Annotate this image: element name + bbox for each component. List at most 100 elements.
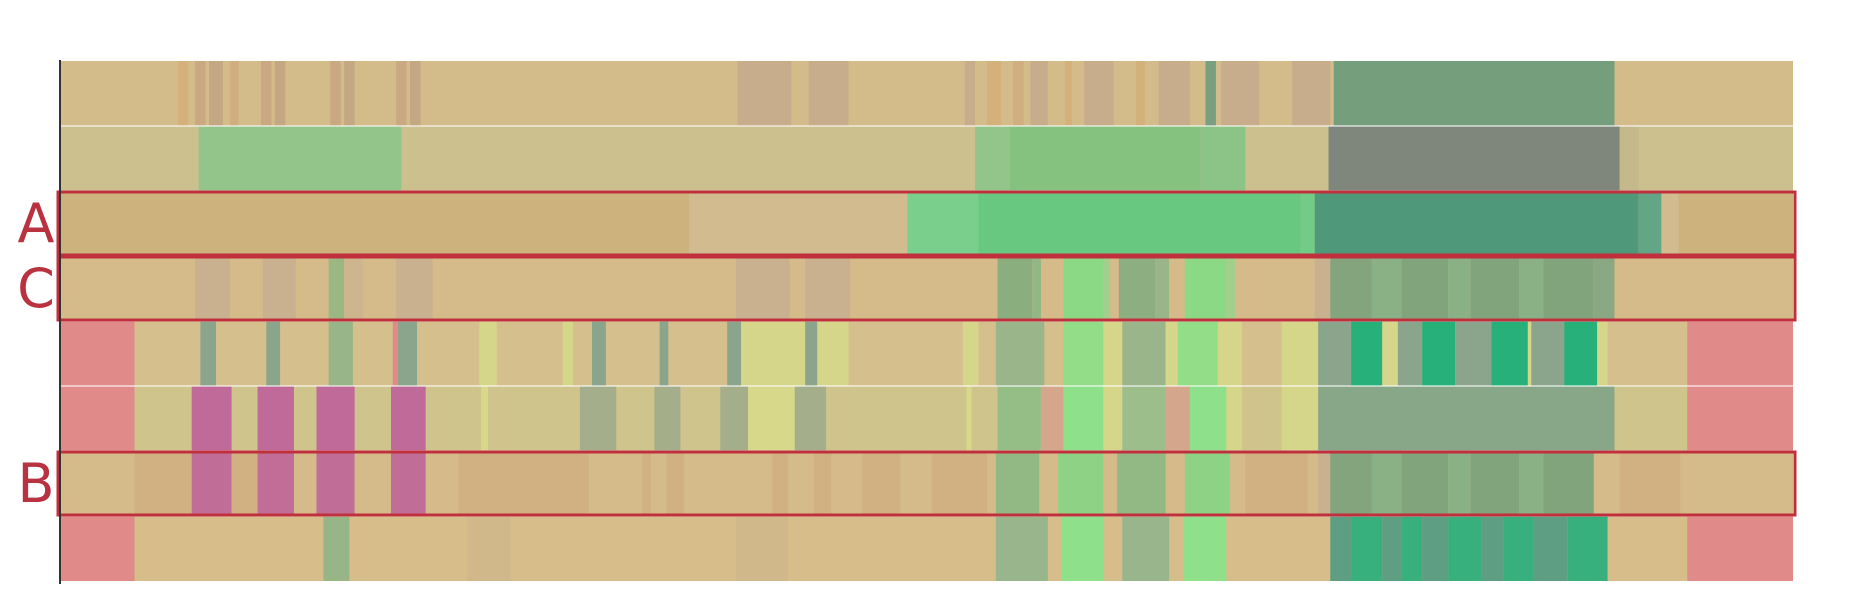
- heatmap-cell-r5-s13: [1040, 386, 1064, 451]
- heatmap-cell-r4-s12: [805, 321, 818, 386]
- heatmap-cell-r7-s1: [323, 516, 350, 581]
- heatmap-cell-r0-s14: [1013, 61, 1024, 126]
- heatmap-cell-r1-s4: [1328, 126, 1620, 191]
- heatmap-cell-r4-s21: [1217, 321, 1242, 386]
- heatmap-cell-r0-s5: [274, 61, 286, 126]
- heatmap-cell-r0-s22: [1292, 61, 1331, 126]
- heatmap-cell-r6-s2: [231, 451, 258, 516]
- heatmap-cell-r2-s0: [60, 191, 690, 256]
- heatmap-cell-r6-s1: [191, 451, 232, 516]
- heatmap-cell-r5-s1: [191, 386, 232, 451]
- heatmap-cell-r0-s7: [344, 61, 355, 126]
- heatmap-cell-r4-s3: [328, 321, 353, 386]
- heatmap-cell-r6-s4: [316, 451, 355, 516]
- heatmap-cell-r7-s14: [1481, 516, 1504, 581]
- heatmap-cell-r6-s17: [1245, 451, 1308, 516]
- heatmap-cell-r7-s9: [1351, 516, 1383, 581]
- heatmap-cell-r7-s13: [1448, 516, 1482, 581]
- heatmap-cell-r4-s24: [1351, 321, 1383, 386]
- heatmap-cell-r4-s8: [592, 321, 606, 386]
- heatmap-cell-r3-s19: [1448, 256, 1471, 321]
- heatmap-cell-r5-s16: [1122, 386, 1166, 451]
- heatmap-cell-r0-s16: [1065, 61, 1073, 126]
- heatmap-cell-r7-s11: [1401, 516, 1423, 581]
- heatmap-cell-r6-s19: [1330, 451, 1372, 516]
- heatmap-cell-r3-s8: [1032, 256, 1041, 321]
- heatmap-cell-r5-s20: [1281, 386, 1319, 451]
- heatmap-cell-r1-s3: [1200, 126, 1246, 191]
- row-highlight-box-6: [56, 450, 1797, 517]
- heatmap-cell-r6-s18: [1318, 451, 1331, 516]
- heatmap-cell-r4-s26: [1397, 321, 1423, 386]
- heatmap-cell-r7-s3: [735, 516, 788, 581]
- heatmap-cell-r4-s4: [392, 321, 398, 386]
- heatmap-cell-r3-s3: [344, 256, 364, 321]
- heatmap-cell-r5-s12: [997, 386, 1041, 451]
- heatmap-cell-r6-s22: [1448, 451, 1471, 516]
- row-highlights: [56, 190, 1797, 517]
- heatmap-cell-r4-s5: [397, 321, 417, 386]
- heatmap-cell-r4-s2: [266, 321, 281, 386]
- heatmap-cell-r4-s19: [1165, 321, 1178, 386]
- heatmap-cell-r0-s1: [195, 61, 206, 126]
- heatmap-cell-r6-s8: [666, 451, 684, 516]
- heatmap-cell-r0-s20: [1205, 61, 1216, 126]
- heatmap-cell-r3-s17: [1371, 256, 1402, 321]
- heatmap-cell-r4-s18: [1122, 321, 1166, 386]
- heatmap-cell-r6-s13: [995, 451, 1040, 516]
- heatmap-cell-r7-s17: [1567, 516, 1608, 581]
- heatmap-cell-r5-s21: [1318, 386, 1615, 451]
- heatmap-cell-r7-s16: [1533, 516, 1568, 581]
- heatmap-cell-r4-s33: [1597, 321, 1608, 386]
- heatmap-cell-r5-s6: [579, 386, 617, 451]
- heatmap-cell-r0-s19: [1158, 61, 1190, 126]
- heatmap-cell-r4-s1: [200, 321, 216, 386]
- heatmap-cell-r3-s5: [735, 256, 790, 321]
- heatmap-cell-r3-s22: [1543, 256, 1594, 321]
- heatmap-cells: [60, 61, 1793, 581]
- row-labels: AC B: [17, 192, 55, 515]
- heatmap-cell-r3-s14: [1226, 256, 1235, 321]
- heatmap-cell-r3-s20: [1470, 256, 1520, 321]
- heatmap-cell-r2-s1: [907, 191, 979, 256]
- heatmap-cell-r3-s4: [396, 256, 433, 321]
- heatmap-cell-r4-s32: [1564, 321, 1598, 386]
- heatmap-cell-r7-s12: [1422, 516, 1449, 581]
- heatmap-cell-r3-s12: [1155, 256, 1170, 321]
- heatmap-cell-r0-s11: [808, 61, 849, 126]
- heatmap-cell-r6-s21: [1401, 451, 1449, 516]
- heatmap-cell-r5-s14: [1063, 386, 1104, 451]
- heatmap-cell-r6-s26: [1619, 451, 1681, 516]
- heatmap-cell-r4-s34: [1687, 321, 1793, 386]
- heatmap-cell-r0-s8: [396, 61, 407, 126]
- heatmap-cell-r4-s25: [1382, 321, 1398, 386]
- heatmap-cell-r3-s0: [195, 256, 230, 321]
- heatmap-cell-r3-s13: [1184, 256, 1227, 321]
- heatmap-cell-r5-s17: [1165, 386, 1190, 451]
- heatmap-cell-r7-s8: [1330, 516, 1352, 581]
- heatmap-cell-r4-s31: [1531, 321, 1565, 386]
- heatmap-cell-r0-s18: [1136, 61, 1145, 126]
- heatmap-cell-r0-s13: [987, 61, 1002, 126]
- heatmap-cell-r4-s30: [1527, 321, 1532, 386]
- row-label-6: B: [17, 452, 54, 515]
- heatmap-cell-r2-s2: [978, 191, 1301, 256]
- heatmap-cell-r6-s12: [931, 451, 988, 516]
- heatmap-cell-r4-s14: [962, 321, 979, 386]
- heatmap-cell-r0-s10: [737, 61, 792, 126]
- heatmap-cell-r7-s15: [1503, 516, 1534, 581]
- heatmap-cell-r0-s21: [1221, 61, 1260, 126]
- heatmap-cell-r6-s23: [1470, 451, 1520, 516]
- heatmap-cell-r7-s5: [1061, 516, 1104, 581]
- heatmap-cell-r3-s6: [805, 256, 851, 321]
- heatmap-cell-r3-s15: [1314, 256, 1331, 321]
- heatmap-cell-r1-s2: [1009, 126, 1201, 191]
- heatmap-cell-r6-s5: [391, 451, 426, 516]
- heatmap-cell-r4-s13: [817, 321, 849, 386]
- heatmap-cell-r5-s11: [966, 386, 972, 451]
- heatmap-cell-r3-s9: [1063, 256, 1104, 321]
- heatmap-cell-r4-s11: [741, 321, 806, 386]
- heatmap-cell-r6-s6: [458, 451, 589, 516]
- heatmap-cell-r3-s18: [1401, 256, 1449, 321]
